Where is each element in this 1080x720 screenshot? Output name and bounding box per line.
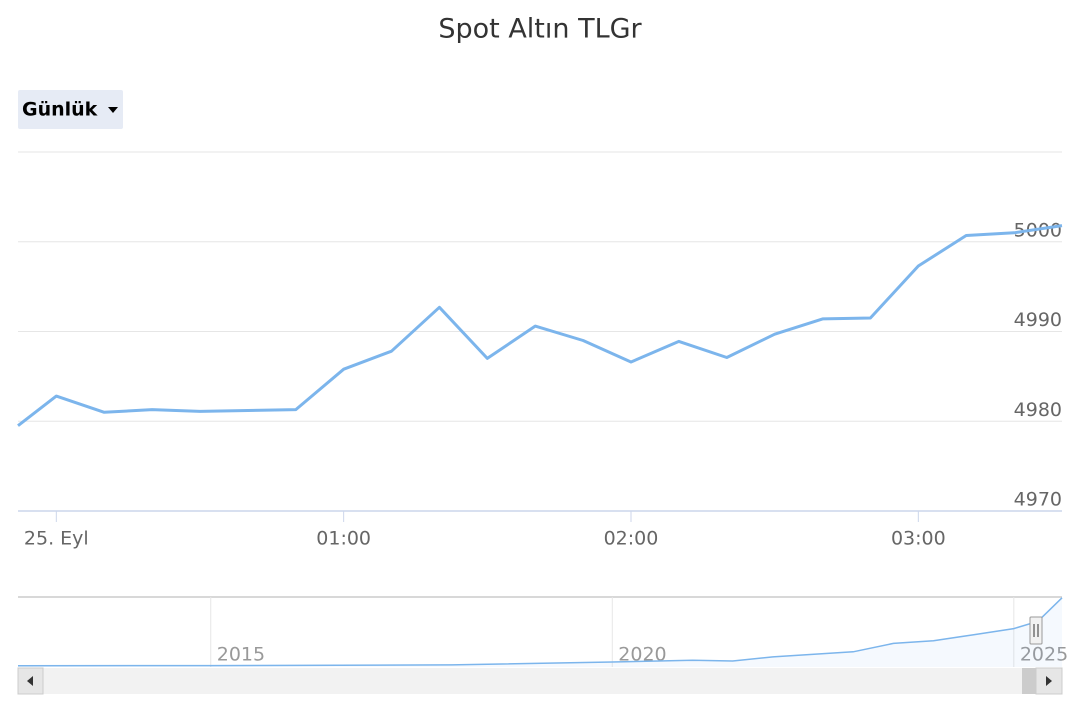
navigator-tick-label: 2015 bbox=[217, 644, 265, 666]
x-tick-label: 03:00 bbox=[891, 528, 946, 550]
scroll-right-arrow bbox=[1046, 676, 1052, 686]
dropdown-caret[interactable] bbox=[108, 107, 118, 113]
scrollbar-track[interactable] bbox=[18, 668, 1062, 694]
navigator-line bbox=[17, 597, 1063, 667]
scrollbar-thumb[interactable] bbox=[1022, 668, 1036, 694]
dropdown-button[interactable] bbox=[18, 90, 123, 129]
price-line bbox=[17, 224, 1063, 427]
navigator-handle[interactable] bbox=[1029, 616, 1043, 645]
x-tick-label: 02:00 bbox=[604, 528, 659, 550]
y-tick-label: 4970 bbox=[1014, 489, 1062, 511]
navigator-area bbox=[18, 597, 1062, 667]
x-tick-label: 25. Eyl bbox=[24, 528, 89, 550]
navigator-tick-label: 2025 bbox=[1020, 644, 1068, 666]
y-tick-label: 4980 bbox=[1014, 399, 1062, 421]
chart-title: Spot Altın TLGr bbox=[438, 14, 642, 45]
y-tick-label: 4990 bbox=[1014, 309, 1062, 331]
dropdown-label[interactable]: Günlük bbox=[22, 99, 98, 121]
navigator-handle-box bbox=[1029, 616, 1043, 645]
range-selector[interactable]: Günlük bbox=[18, 90, 123, 129]
scroll-left-arrow bbox=[27, 676, 33, 686]
scrollbar[interactable] bbox=[17, 667, 1063, 695]
navigator-tick-label: 2020 bbox=[618, 644, 666, 666]
x-tick-label: 01:00 bbox=[316, 528, 371, 550]
